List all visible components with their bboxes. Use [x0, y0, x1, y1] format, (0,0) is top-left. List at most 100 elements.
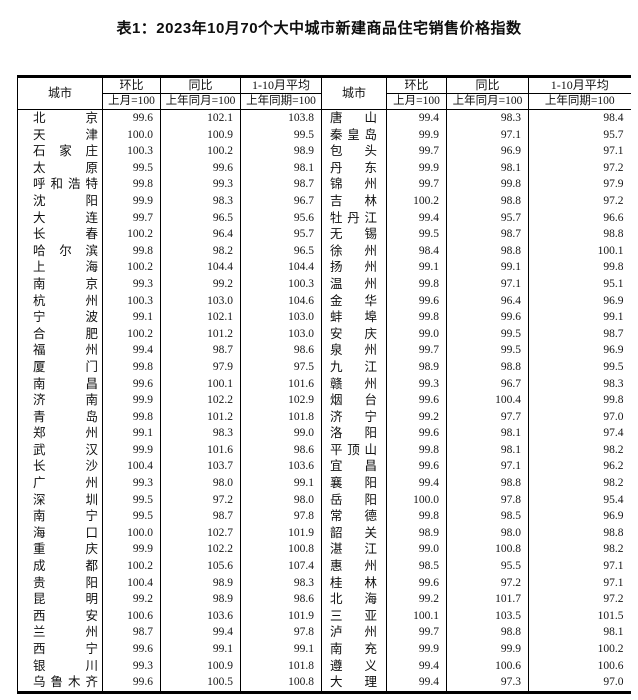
value-cell: 100.6	[597, 659, 624, 672]
city-cell: 武汉	[17, 441, 103, 459]
value-cell: 107.4	[240, 558, 322, 575]
city-cell: 乌鲁木齐	[17, 674, 103, 693]
value-cell: 98.4	[386, 242, 447, 260]
header-mom-left: 环比	[102, 76, 161, 94]
value-cell: 99.6	[102, 375, 161, 393]
value-cell: 99.5	[446, 325, 529, 343]
table-body: 北京 99.6 102.1 103.8 唐山 99.4 98.3 98.4 天津 100.0 100…	[17, 109, 631, 693]
value-cell: 95.1	[603, 277, 624, 290]
value-cell: 99.7	[386, 342, 447, 359]
value-cell: 99.8	[386, 441, 447, 459]
city-cell: 大连	[17, 209, 103, 227]
value-cell: 95.7	[240, 226, 322, 243]
value-cell: 98.1	[446, 159, 529, 177]
city-cell: 大理	[321, 674, 387, 693]
city-cell: 杭州	[17, 292, 103, 310]
value-cell: 98.9	[160, 574, 241, 592]
value-cell: 99.5	[102, 159, 161, 177]
city-cell: 安庆	[321, 325, 387, 343]
value-cell: 97.1	[603, 145, 624, 158]
value-cell: 99.9	[102, 192, 161, 210]
value-cell: 99.1	[160, 641, 241, 658]
table-row: 西宁 99.6 99.1 99.1 南充 99.9 99.9 100.2	[17, 641, 631, 658]
table-row: 南昌 99.6 100.1 101.6 赣州 99.3 96.7 98.3	[17, 375, 631, 393]
value-cell: 97.0	[603, 676, 624, 689]
value-cell: 99.6	[446, 309, 529, 326]
city-cell: 合肥	[17, 325, 103, 343]
value-cell: 99.4	[102, 342, 161, 359]
value-cell: 98.2	[603, 477, 624, 490]
value-cell: 96.9	[603, 510, 624, 523]
table-row: 贵阳 100.4 98.9 98.3 桂林 99.6 97.2 97.1	[17, 574, 631, 592]
value-cell: 99.7	[102, 209, 161, 227]
value-cell: 96.9	[603, 294, 624, 307]
value-cell: 99.9	[102, 541, 161, 559]
city-cell: 温州	[321, 275, 387, 293]
value-cell: 96.2	[603, 460, 624, 473]
value-cell: 100.3	[102, 143, 161, 160]
city-cell: 北京	[17, 109, 103, 127]
table-row: 成都 100.2 105.6 107.4 惠州 98.5 95.5 97.1	[17, 558, 631, 575]
value-cell: 98.0	[446, 524, 529, 542]
value-cell: 99.3	[102, 475, 161, 492]
table-row: 哈尔滨 99.8 98.2 96.5 徐州 98.4 98.8 100.1	[17, 242, 631, 260]
value-cell: 95.7	[603, 128, 624, 141]
table-row: 杭州 100.3 103.0 104.6 金华 99.6 96.4 96.9	[17, 292, 631, 310]
subheader-avg-right: 上年同期=100	[528, 93, 631, 110]
value-cell: 101.6	[240, 375, 322, 393]
value-cell: 97.2	[603, 593, 624, 606]
value-cell: 99.8	[102, 242, 161, 260]
subheader-yoy-right: 上年同月=100	[446, 93, 529, 110]
value-cell: 98.8	[446, 624, 529, 641]
city-cell: 九江	[321, 358, 387, 376]
city-cell: 广州	[17, 475, 103, 492]
value-cell: 99.2	[386, 591, 447, 608]
city-cell: 太原	[17, 159, 103, 177]
value-cell: 103.0	[160, 292, 241, 310]
value-cell: 99.6	[386, 292, 447, 310]
value-cell: 100.5	[160, 674, 241, 693]
value-cell: 100.1	[597, 244, 624, 257]
value-cell: 99.9	[386, 159, 447, 177]
table-row: 石家庄 100.3 100.2 98.9 包头 99.7 96.9 97.1	[17, 143, 631, 160]
value-cell: 97.7	[446, 408, 529, 426]
value-cell: 99.9	[102, 392, 161, 409]
value-cell: 99.8	[386, 309, 447, 326]
value-cell: 99.6	[386, 458, 447, 476]
value-cell: 101.8	[240, 657, 322, 675]
table-row: 武汉 99.9 101.6 98.6 平顶山 99.8 98.1 98.2	[17, 441, 631, 459]
city-cell: 扬州	[321, 259, 387, 276]
city-cell: 平顶山	[321, 441, 387, 459]
value-cell: 99.1	[446, 259, 529, 276]
city-cell: 济南	[17, 392, 103, 409]
value-cell: 98.7	[603, 327, 624, 340]
city-cell: 重庆	[17, 541, 103, 559]
city-cell: 南京	[17, 275, 103, 293]
value-cell: 98.5	[446, 508, 529, 525]
value-cell: 103.7	[160, 458, 241, 476]
value-cell: 104.6	[240, 292, 322, 310]
value-cell: 98.9	[386, 358, 447, 376]
value-cell: 100.2	[102, 226, 161, 243]
value-cell: 100.4	[102, 458, 161, 476]
value-cell: 98.0	[240, 491, 322, 509]
city-cell: 呼和浩特	[17, 176, 103, 193]
value-cell: 97.2	[603, 161, 624, 174]
table-row: 南京 99.3 99.2 100.3 温州 99.8 97.1 95.1	[17, 275, 631, 293]
value-cell: 100.2	[102, 558, 161, 575]
city-cell: 贵阳	[17, 574, 103, 592]
value-cell: 103.0	[240, 309, 322, 326]
subheader-mom-right: 上月=100	[386, 93, 447, 110]
value-cell: 102.7	[160, 524, 241, 542]
value-cell: 97.9	[160, 358, 241, 376]
value-cell: 101.9	[240, 524, 322, 542]
value-cell: 97.2	[446, 574, 529, 592]
city-cell: 宁波	[17, 309, 103, 326]
city-cell: 福州	[17, 342, 103, 359]
value-cell: 100.8	[240, 541, 322, 559]
city-cell: 兰州	[17, 624, 103, 641]
value-cell: 97.1	[603, 576, 624, 589]
value-cell: 98.3	[160, 425, 241, 442]
value-cell: 100.1	[160, 375, 241, 393]
value-cell: 97.1	[603, 560, 624, 573]
